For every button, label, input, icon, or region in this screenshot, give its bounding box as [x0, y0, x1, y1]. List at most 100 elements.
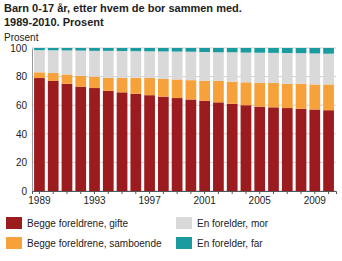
- x-tick-mark: [94, 191, 95, 194]
- bar-segment: [309, 53, 320, 84]
- y-axis-label: Prosent: [4, 32, 39, 43]
- bar-segment: [130, 51, 141, 78]
- bar-segment: [117, 92, 128, 191]
- grid: [32, 48, 336, 191]
- x-tick-mark: [177, 191, 178, 194]
- x-tick-mark: [328, 191, 329, 194]
- x-tick-mark: [39, 191, 40, 194]
- y-tick: 60: [16, 100, 32, 111]
- bars: [34, 48, 334, 191]
- x-tick-mark: [122, 191, 123, 194]
- bar-segment: [323, 110, 334, 191]
- bar-segment: [172, 98, 183, 191]
- bar-segment: [282, 48, 293, 53]
- bar-segment: [75, 87, 86, 191]
- bar-segment: [158, 97, 169, 191]
- bar-segment: [75, 48, 86, 51]
- bar-segment: [227, 48, 238, 52]
- legend-item: Begge foreldrene, gifte: [6, 217, 129, 229]
- x-tick: [177, 191, 178, 194]
- x-tick-label: 1989: [28, 195, 51, 206]
- bar-segment: [186, 80, 197, 99]
- bar-segment: [282, 108, 293, 191]
- bar-segment: [89, 51, 100, 77]
- x-tick: [218, 191, 219, 194]
- x-tick: [287, 191, 288, 194]
- bar-segment: [213, 52, 224, 81]
- series: [34, 78, 334, 191]
- bar-segment: [117, 78, 128, 92]
- x-tick-mark: [135, 191, 136, 194]
- bar-segment: [62, 84, 73, 191]
- bar-segment: [103, 48, 114, 51]
- bar-segment: [241, 53, 252, 83]
- x-tick-label: 2009: [304, 195, 327, 206]
- x-axis: 198919931997200120052009: [28, 191, 336, 206]
- plot: 020406080100198919931997200120052009: [10, 43, 336, 206]
- bar-segment: [48, 73, 59, 81]
- bar-segment: [117, 51, 128, 78]
- bar-segment: [144, 78, 155, 95]
- bar-segment: [241, 48, 252, 53]
- x-tick-mark: [314, 191, 315, 194]
- bar-segment: [199, 52, 210, 81]
- bar-segment: [89, 77, 100, 88]
- bar-segment: [103, 51, 114, 78]
- x-tick-mark: [53, 191, 54, 194]
- bar-segment: [75, 51, 86, 76]
- bar-segment: [144, 48, 155, 51]
- chart: Barn 0-17 år, etter hvem de bor sammen m…: [0, 0, 342, 261]
- bar-segment: [268, 48, 279, 53]
- x-tick-label: 1993: [83, 195, 106, 206]
- x-tick-mark: [301, 191, 302, 194]
- y-tick-label: 60: [16, 100, 28, 111]
- bar-segment: [89, 48, 100, 51]
- bar-segment: [199, 81, 210, 101]
- bar-segment: [130, 48, 141, 51]
- legend-swatch: [6, 217, 22, 229]
- bar-segment: [323, 54, 334, 85]
- x-tick: [190, 191, 191, 194]
- bar-segment: [323, 84, 334, 110]
- x-tick-mark: [259, 191, 260, 194]
- legend-item: En forelder, far: [176, 237, 263, 249]
- legend-label: Begge foreldrene, gifte: [27, 218, 129, 229]
- bar-segment: [130, 94, 141, 191]
- bar-segment: [158, 51, 169, 78]
- y-axis: 020406080100: [10, 43, 32, 197]
- bar-segment: [268, 83, 279, 107]
- bar-segment: [268, 107, 279, 191]
- bar-segment: [89, 88, 100, 191]
- legend-swatch: [176, 217, 192, 229]
- y-tick-label: 100: [10, 43, 27, 54]
- bar-segment: [296, 53, 307, 84]
- legend-item: En forelder, mor: [176, 217, 269, 229]
- legend-item: Begge foreldrene, samboende: [6, 237, 162, 249]
- x-tick-label: 2001: [194, 195, 217, 206]
- legend-swatch: [176, 237, 192, 249]
- title: Barn 0-17 år, etter hvem de bor sammen m…: [4, 2, 242, 14]
- x-tick: [80, 191, 81, 194]
- bar-segment: [282, 84, 293, 108]
- y-tick: 100: [10, 43, 32, 54]
- bar-segment: [254, 107, 265, 191]
- bar-segment: [144, 51, 155, 78]
- x-tick: 2001: [194, 191, 217, 206]
- bar-segment: [254, 83, 265, 107]
- x-tick-mark: [273, 191, 274, 194]
- y-tick: 20: [16, 157, 32, 168]
- bar-segment: [213, 81, 224, 102]
- y-tick-label: 20: [16, 157, 28, 168]
- bar-segment: [158, 79, 169, 97]
- bar-segment: [172, 79, 183, 98]
- bar-segment: [213, 102, 224, 191]
- bar-segment: [62, 48, 73, 50]
- x-tick-mark: [163, 191, 164, 194]
- x-tick-mark: [218, 191, 219, 194]
- x-tick-mark: [66, 191, 67, 194]
- y-tick-label: 40: [16, 129, 28, 140]
- bar-segment: [34, 48, 45, 50]
- x-tick-mark: [80, 191, 81, 194]
- x-tick-mark: [287, 191, 288, 194]
- legend-label: En forelder, far: [197, 238, 263, 249]
